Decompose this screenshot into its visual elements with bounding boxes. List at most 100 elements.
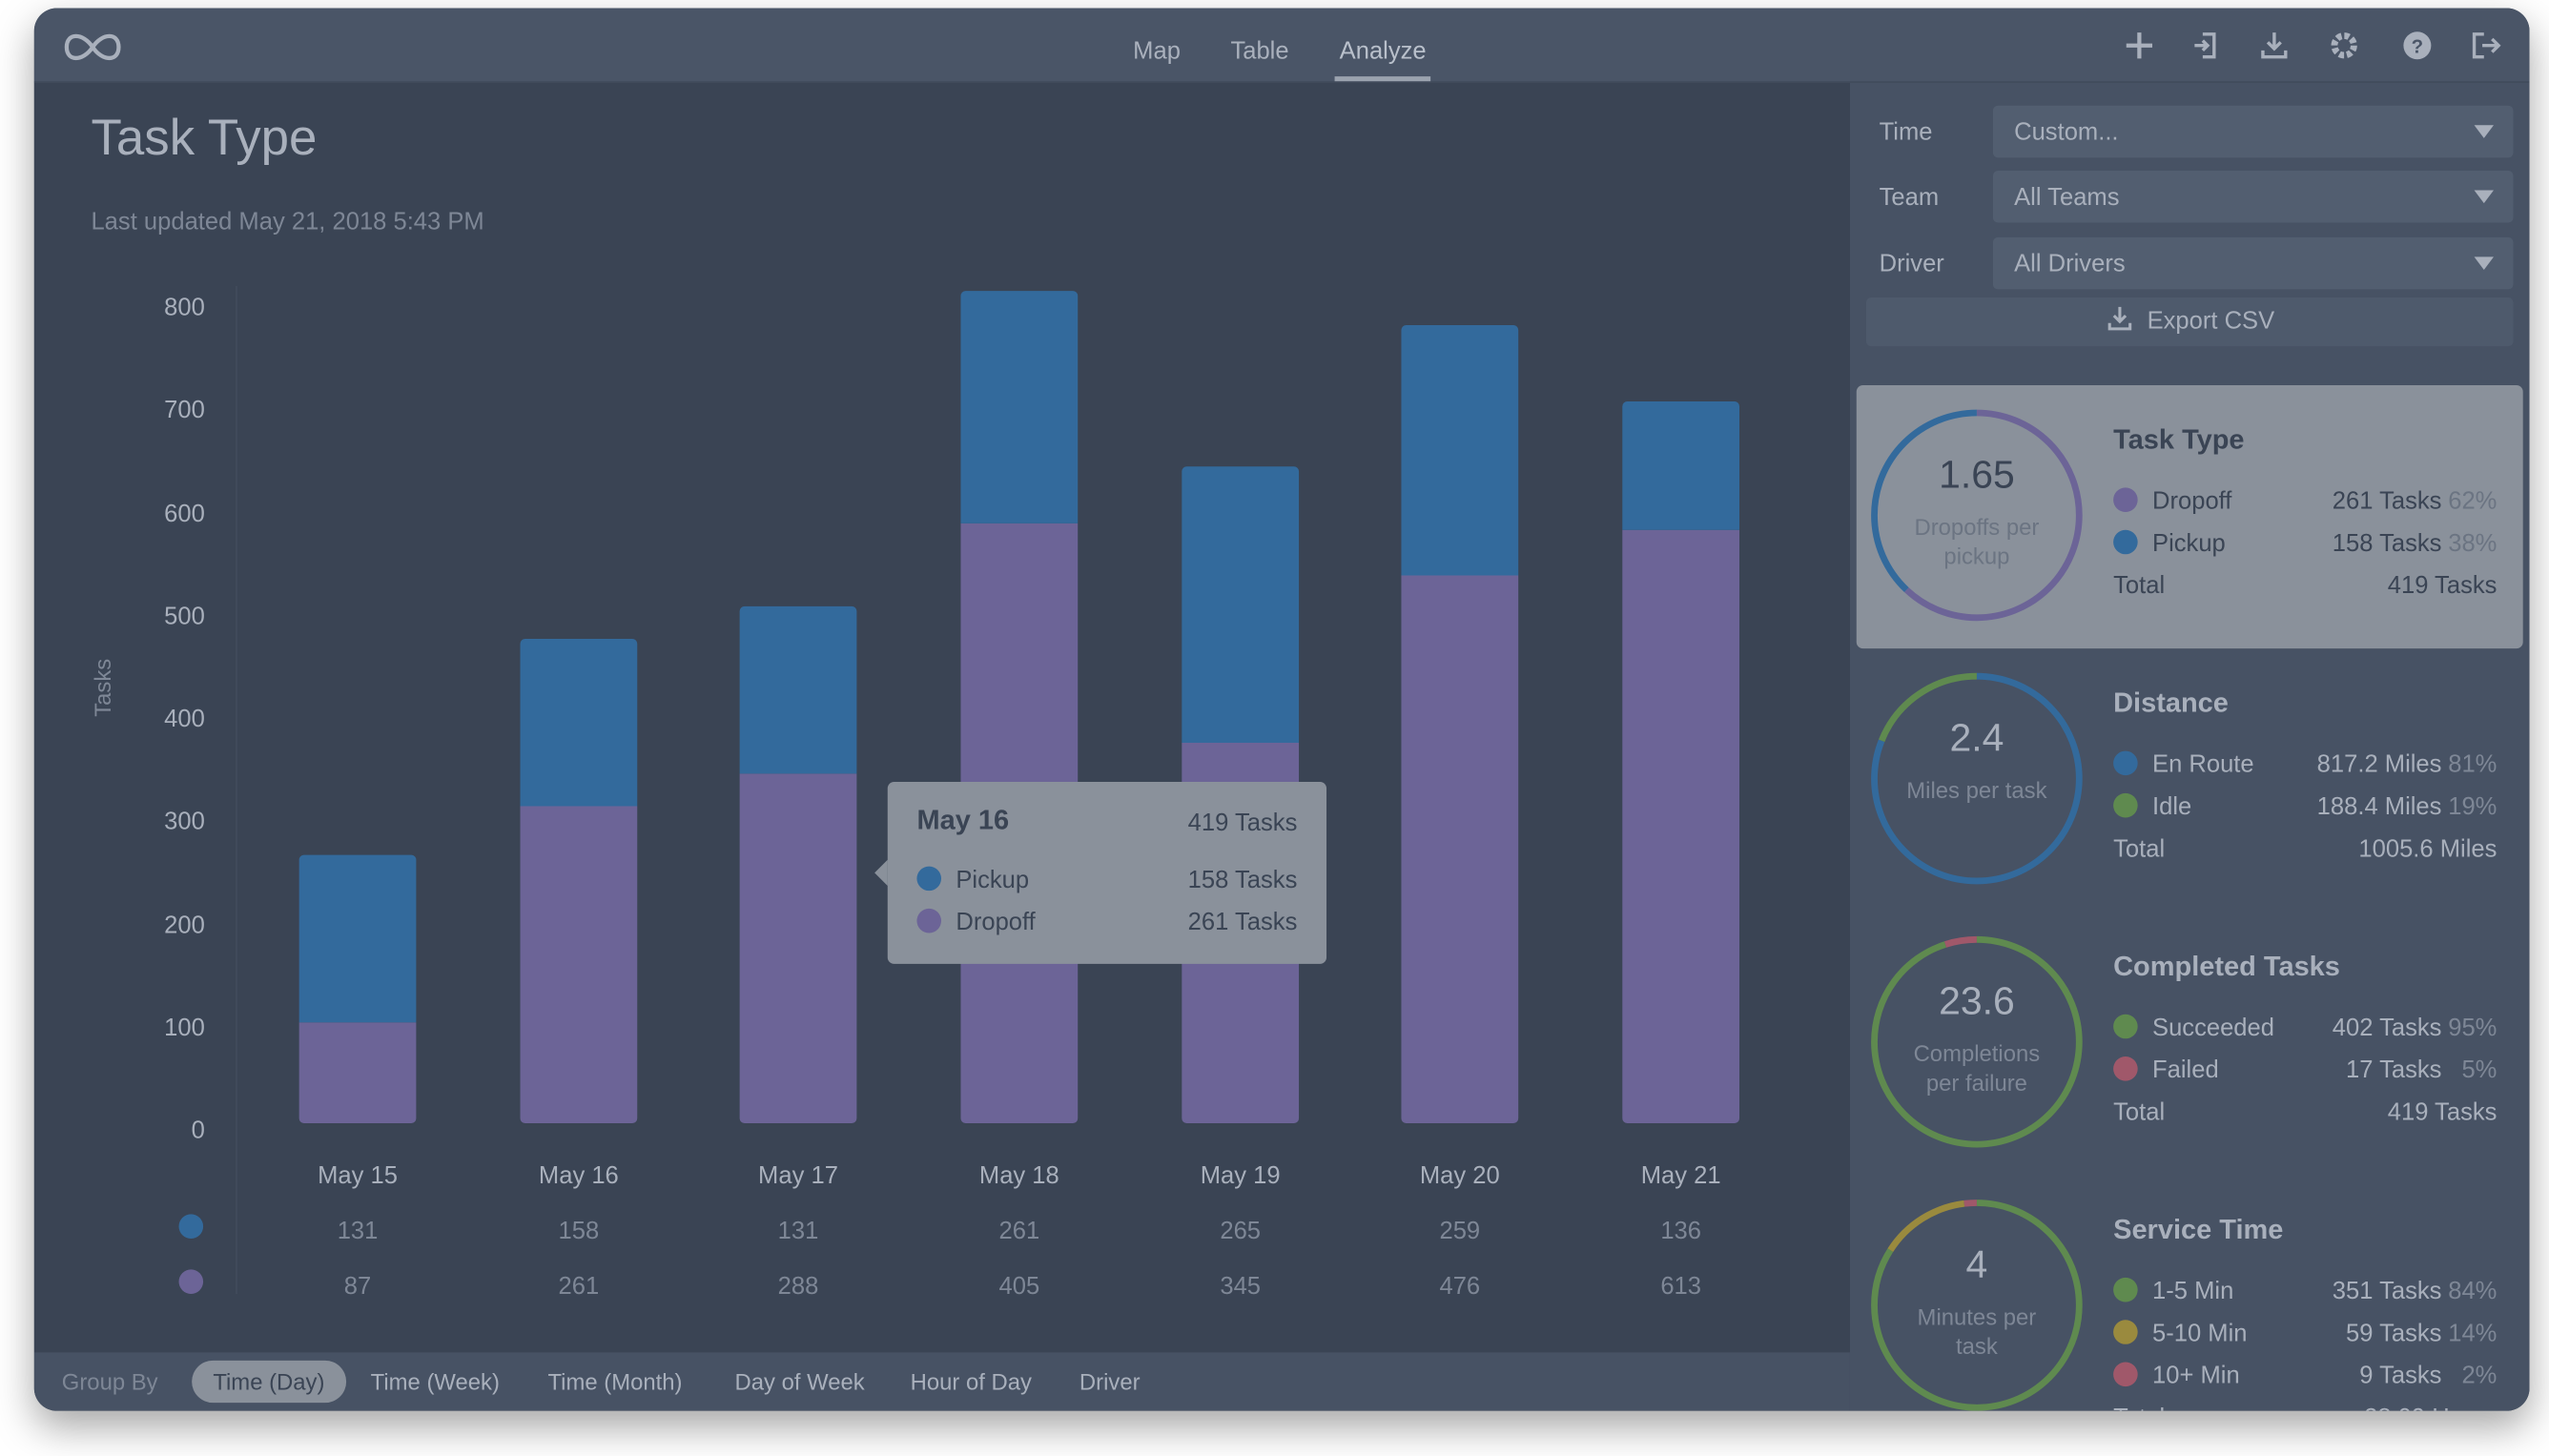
group-by-day-of-week[interactable]: Day of Week <box>734 1368 865 1395</box>
legend-label: Dropoff <box>2152 487 2232 516</box>
bar-pickup[interactable] <box>298 854 417 1023</box>
y-tick-label: 600 <box>164 500 205 528</box>
donut-value: 4 <box>1965 1243 1988 1288</box>
legend-row: Dropoff 261 Tasks 62% <box>2113 487 2497 520</box>
summary-card-distance[interactable]: 2.4 Miles per task Distance En Route 817.2 M… <box>1857 648 2523 912</box>
legend-label: 1-5 Min <box>2152 1277 2234 1305</box>
bar-pickup[interactable] <box>960 291 1079 524</box>
dropoff-row-value: 345 <box>1220 1272 1262 1301</box>
x-tick-label: May 21 <box>1640 1161 1721 1190</box>
legend-row: 5-10 Min 59 Tasks 14% <box>2113 1320 2497 1352</box>
pickup-row-dot <box>178 1214 204 1239</box>
group-by-hour-of-day[interactable]: Hour of Day <box>910 1368 1032 1395</box>
total-row: Total 419 Tasks <box>2113 1098 2497 1131</box>
y-tick-label: 800 <box>164 294 205 322</box>
bar-dropoff[interactable] <box>1401 575 1519 1123</box>
bar-pickup[interactable] <box>1401 325 1519 576</box>
total-value: 419 Tasks <box>2387 572 2498 601</box>
group-by-time-day[interactable]: Time (Day) <box>192 1360 346 1404</box>
summary-card-service-time[interactable]: 4 Minutes per task Service Time 1-5 Min 351 … <box>1857 1175 2523 1411</box>
driver-filter-label: Driver <box>1879 250 1944 278</box>
card-title: Task Type <box>2113 423 2245 456</box>
y-tick-label: 700 <box>164 397 205 425</box>
legend-value: 351 Tasks <box>2332 1277 2442 1305</box>
bar-pickup[interactable] <box>520 639 638 807</box>
legend-row: 10+ Min 9 Tasks 2% <box>2113 1362 2497 1395</box>
bar-dropoff[interactable] <box>520 806 638 1123</box>
tooltip-value: 261 Tasks <box>1187 908 1298 936</box>
pickup-row-value: 136 <box>1660 1217 1701 1245</box>
legend-label: 10+ Min <box>2152 1362 2240 1390</box>
legend-row: Idle 188.4 Miles 19% <box>2113 792 2497 826</box>
legend-dot <box>2113 1320 2138 1344</box>
bar-dropoff[interactable] <box>739 773 857 1123</box>
last-updated: Last updated May 21, 2018 5:43 PM <box>91 208 484 236</box>
group-by-time-month[interactable]: Time (Month) <box>547 1368 683 1395</box>
import-icon[interactable] <box>2189 30 2222 62</box>
tooltip-row-pickup: Pickup 158 Tasks <box>916 866 1298 899</box>
donut-caption: Minutes per task <box>1917 1303 2037 1360</box>
legend-percent: 62% <box>2448 487 2498 516</box>
legend-percent: 5% <box>2461 1056 2498 1085</box>
tab-map[interactable]: Map <box>1133 37 1181 66</box>
bar-pickup[interactable] <box>1622 401 1740 530</box>
legend-row: 1-5 Min 351 Tasks 84% <box>2113 1277 2497 1310</box>
legend-dot <box>2113 750 2138 776</box>
x-tick-label: May 16 <box>538 1161 619 1190</box>
legend-label: En Route <box>2152 750 2254 779</box>
group-by-bar: Group By Time (Day) Time (Week) Time (Mo… <box>33 1352 1850 1411</box>
team-select[interactable]: All Teams <box>1992 170 2514 223</box>
legend-row: Failed 17 Tasks 5% <box>2113 1056 2497 1089</box>
group-by-driver[interactable]: Driver <box>1079 1368 1141 1395</box>
legend-percent: 2% <box>2461 1362 2498 1390</box>
infinity-logo-icon[interactable] <box>60 28 125 67</box>
download-icon[interactable] <box>2258 30 2291 62</box>
summary-card-completed-tasks[interactable]: 23.6 Completions per failure Completed Tas… <box>1857 912 2523 1175</box>
plus-icon[interactable] <box>2123 30 2155 62</box>
logout-icon[interactable] <box>2469 30 2501 62</box>
legend-value: 817.2 Miles <box>2316 750 2442 779</box>
donut-segment <box>1871 935 2083 1148</box>
donut-value: 1.65 <box>1939 453 2015 498</box>
legend-value: 17 Tasks <box>2345 1056 2442 1085</box>
tooltip-value: 158 Tasks <box>1187 866 1298 894</box>
legend-label: 5-10 Min <box>2152 1320 2248 1348</box>
svg-text:?: ? <box>2412 35 2423 57</box>
legend-dot <box>2113 1014 2138 1039</box>
legend-percent: 19% <box>2448 792 2498 821</box>
bar-pickup[interactable] <box>1182 465 1300 743</box>
group-by-time-week[interactable]: Time (Week) <box>370 1368 500 1395</box>
donut-chart <box>1871 1200 2083 1411</box>
page-title: Task Type <box>91 109 318 166</box>
bar-pickup[interactable] <box>739 605 857 774</box>
dropoff-row-value: 261 <box>558 1272 600 1301</box>
summary-card-task-type[interactable]: 1.65 Dropoffs per pickup Task Type Dropoff 2… <box>1856 385 2523 649</box>
tooltip-label: Pickup <box>956 866 1030 894</box>
total-label: Total <box>2113 1098 2166 1127</box>
driver-select[interactable]: All Drivers <box>1992 236 2514 290</box>
tab-table[interactable]: Table <box>1230 37 1289 66</box>
legend-value: 158 Tasks <box>2332 529 2442 558</box>
tooltip-date: May 16 <box>916 804 1010 836</box>
help-icon[interactable]: ? <box>2401 30 2434 62</box>
tab-analyze[interactable]: Analyze <box>1339 37 1427 66</box>
total-label: Total <box>2113 572 2166 601</box>
legend-percent: 38% <box>2448 529 2498 558</box>
donut-segment <box>1871 409 2083 622</box>
export-csv-button[interactable]: Export CSV <box>1865 297 2514 347</box>
app-window: Map Table Analyze ? Task Type Last updat… <box>33 8 2530 1411</box>
bar-dropoff[interactable] <box>1622 529 1740 1123</box>
legend-row: En Route 817.2 Miles 81% <box>2113 750 2497 784</box>
bar-dropoff[interactable] <box>298 1022 417 1123</box>
caret-down-icon <box>2474 190 2495 204</box>
dropoff-row-value: 288 <box>777 1272 819 1301</box>
side-panel: Time Custom... Team All Teams Driver All… <box>1849 82 2530 1411</box>
time-select[interactable]: Custom... <box>1992 105 2514 158</box>
pickup-row-value: 261 <box>998 1217 1040 1245</box>
donut-chart <box>1871 672 2083 885</box>
x-tick-label: May 15 <box>318 1161 398 1190</box>
gear-icon[interactable] <box>2328 30 2360 62</box>
total-row: Total 1005.6 Miles <box>2113 835 2497 868</box>
tooltip-label: Dropoff <box>956 908 1036 936</box>
y-tick-label: 500 <box>164 603 205 630</box>
